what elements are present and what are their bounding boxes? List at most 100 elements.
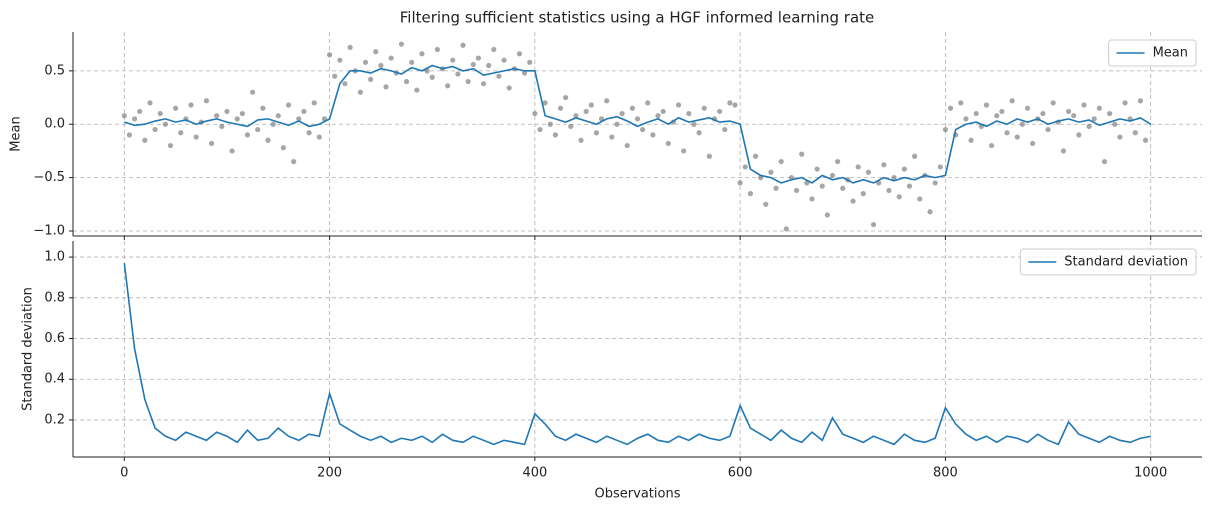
data-point — [388, 55, 394, 61]
data-point — [578, 137, 584, 143]
data-point — [239, 110, 245, 117]
data-point — [450, 57, 456, 63]
data-point — [727, 100, 733, 106]
y-tick-label: 0.6 — [44, 331, 65, 346]
data-point — [958, 100, 964, 106]
data-point — [1050, 100, 1056, 106]
data-point — [942, 126, 949, 133]
data-point — [260, 105, 266, 111]
data-point — [588, 102, 594, 108]
data-point — [1071, 113, 1077, 119]
data-point — [722, 126, 728, 133]
x-tick-label: 1000 — [1134, 466, 1167, 481]
data-point — [465, 78, 471, 85]
data-point — [1045, 126, 1051, 133]
data-point — [563, 94, 569, 101]
data-point — [629, 105, 635, 111]
data-point — [1117, 134, 1123, 140]
data-point — [291, 158, 297, 165]
data-point — [434, 46, 440, 53]
data-point — [496, 73, 502, 79]
data-point — [414, 87, 420, 93]
data-point — [1009, 98, 1015, 104]
data-point — [316, 134, 322, 140]
data-point — [527, 59, 533, 65]
data-point — [152, 126, 158, 133]
data-point — [604, 98, 610, 104]
data-point — [547, 121, 553, 127]
data-point — [475, 55, 482, 61]
y-tick-label: 0.4 — [44, 372, 65, 387]
data-point — [1101, 158, 1108, 165]
data-point — [742, 164, 748, 170]
data-point — [691, 121, 697, 127]
x-tick-label: 400 — [522, 466, 547, 481]
data-point — [285, 102, 292, 108]
x-axis-label: Observations — [595, 487, 681, 502]
data-point — [675, 102, 682, 108]
data-point — [1065, 108, 1072, 115]
data-point — [460, 42, 466, 48]
data-point — [1024, 105, 1031, 111]
data-point — [445, 83, 451, 89]
data-point — [650, 132, 656, 138]
data-point — [1040, 110, 1046, 117]
data-point — [203, 98, 210, 104]
data-point — [901, 166, 907, 172]
data-point — [660, 108, 666, 115]
data-point — [1030, 140, 1036, 147]
data-point — [706, 153, 712, 159]
data-point — [516, 51, 523, 57]
data-point — [999, 108, 1005, 115]
data-point — [829, 172, 836, 179]
y-axis-label: Standard deviation — [21, 287, 36, 411]
data-point — [137, 108, 143, 115]
data-point — [167, 142, 174, 149]
data-point — [1112, 121, 1118, 127]
legend-label: Standard deviation — [1064, 255, 1188, 270]
data-point — [147, 100, 153, 106]
data-point — [835, 158, 841, 165]
data-point — [927, 209, 933, 215]
data-point — [1019, 121, 1025, 127]
data-point — [337, 57, 343, 63]
data-point — [470, 61, 476, 68]
data-point — [860, 191, 866, 197]
data-point — [645, 100, 651, 106]
data-point — [752, 153, 759, 159]
data-point — [357, 89, 363, 95]
data-point — [737, 180, 743, 186]
data-point — [275, 113, 281, 119]
data-point — [250, 89, 256, 95]
data-point — [896, 194, 902, 200]
data-point — [378, 62, 384, 69]
data-point — [614, 121, 620, 127]
data-point — [634, 116, 641, 122]
data-point — [403, 78, 410, 85]
data-point — [865, 169, 872, 175]
legend-box — [1019, 248, 1197, 276]
data-point — [265, 137, 271, 143]
data-point — [506, 85, 512, 91]
legend-box — [1108, 39, 1197, 67]
data-point — [1091, 116, 1097, 122]
data-point — [480, 81, 487, 87]
data-point — [912, 153, 918, 159]
y-tick-label: 0.5 — [44, 63, 65, 78]
data-point — [1142, 137, 1149, 143]
data-point — [1107, 110, 1113, 117]
data-point — [732, 102, 738, 108]
data-point — [1096, 105, 1102, 111]
data-point — [799, 151, 805, 157]
data-point — [819, 183, 825, 189]
data-point — [686, 110, 692, 117]
data-point — [188, 102, 194, 108]
y-tick-label: 0.8 — [44, 290, 65, 305]
data-point — [655, 113, 661, 119]
data-point — [573, 113, 579, 119]
data-point — [906, 183, 913, 189]
data-point — [994, 113, 1000, 119]
data-point — [840, 185, 846, 191]
data-point — [783, 226, 789, 232]
